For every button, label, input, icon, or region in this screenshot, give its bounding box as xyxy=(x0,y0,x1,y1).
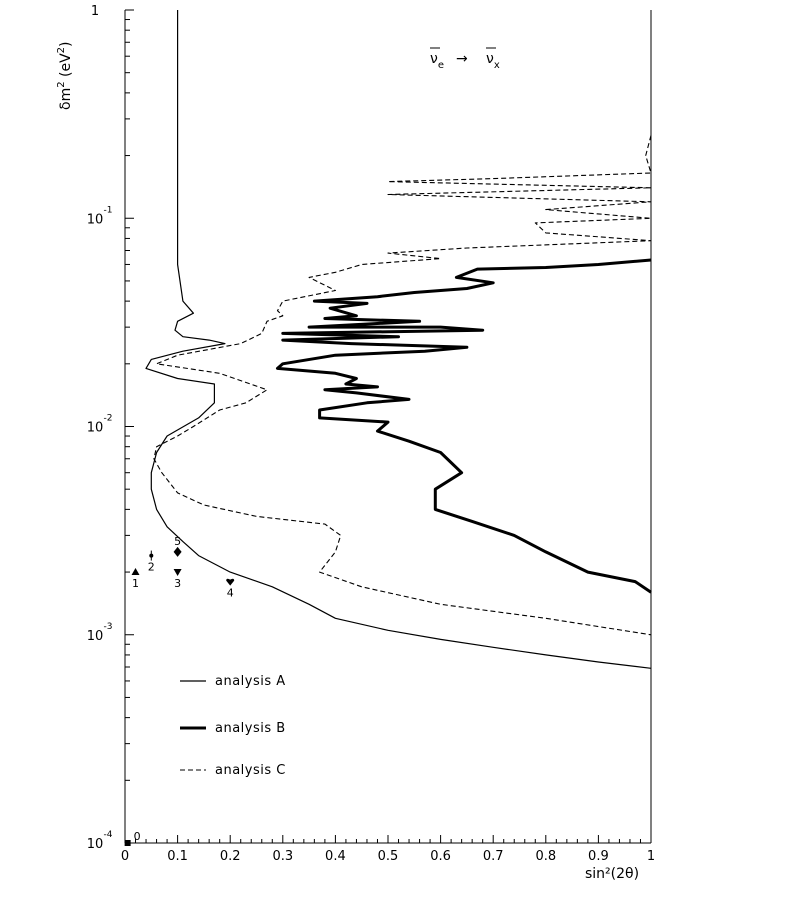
x-tick-label: 0.8 xyxy=(535,849,556,864)
legend-label: analysis C xyxy=(215,763,286,778)
marker-point xyxy=(149,553,154,558)
marker-point xyxy=(226,578,235,586)
marker-point xyxy=(124,840,131,846)
annotation-nu-right: νx xyxy=(486,51,500,71)
y-tick-exponent: -1 xyxy=(104,205,113,215)
axes: 0 0.1 0.2 0.3 0.4 0.5 0.6 0.7 0.8 0.9 110-410-310-… xyxy=(87,4,655,864)
legend-label: analysis B xyxy=(215,721,286,736)
x-tick-label: 0.9 xyxy=(588,849,609,864)
legend: analysis A analysis B analysis C xyxy=(180,674,286,778)
x-tick-label: 0.7 xyxy=(483,849,504,864)
x-tick-label: 0.5 xyxy=(378,849,399,864)
marker-label: 4 xyxy=(227,587,234,600)
annotation-arrow: → xyxy=(456,51,468,67)
series-line-3 xyxy=(153,135,652,636)
y-tick-label: 10 xyxy=(87,421,104,436)
marker-label: 3 xyxy=(174,577,181,590)
y-tick-exponent: -4 xyxy=(104,830,113,840)
reaction-annotation: νe → νx xyxy=(430,47,500,71)
series-group xyxy=(145,10,652,669)
y-tick-label: 10 xyxy=(87,629,104,644)
y-tick-exponent: -2 xyxy=(104,414,113,424)
x-tick-label: 0.4 xyxy=(325,849,346,864)
legend-label: analysis A xyxy=(215,674,286,689)
x-tick-label: 0.1 xyxy=(167,849,188,864)
marker-label: 2 xyxy=(148,561,155,574)
markers-group: 12 3 4 5 0 xyxy=(124,535,235,846)
x-tick-label: 0.3 xyxy=(272,849,293,864)
y-axis-label: δm2 (eV2) xyxy=(56,41,74,110)
y-tick-label: 10 xyxy=(87,837,104,852)
x-tick-label: 0 xyxy=(121,849,129,864)
marker-point xyxy=(173,569,182,577)
x-tick-label: 0.2 xyxy=(220,849,241,864)
annotation-nu-left: νe xyxy=(430,51,444,71)
y-tick-exponent: -3 xyxy=(104,622,113,632)
x-axis-label: sin²(2θ) xyxy=(585,866,639,882)
marker-label: 1 xyxy=(132,577,139,590)
series-line-2 xyxy=(276,258,652,594)
x-tick-label: 0.6 xyxy=(430,849,451,864)
y-tick-label: 10 xyxy=(87,212,104,227)
marker-point xyxy=(173,546,182,557)
y-tick-label: 1 xyxy=(91,4,99,19)
x-tick-label: 1 xyxy=(647,849,655,864)
series-line-1 xyxy=(145,10,652,669)
marker-point xyxy=(131,568,140,576)
marker-label: 5 xyxy=(174,535,181,548)
marker-label: 0 xyxy=(134,830,141,843)
